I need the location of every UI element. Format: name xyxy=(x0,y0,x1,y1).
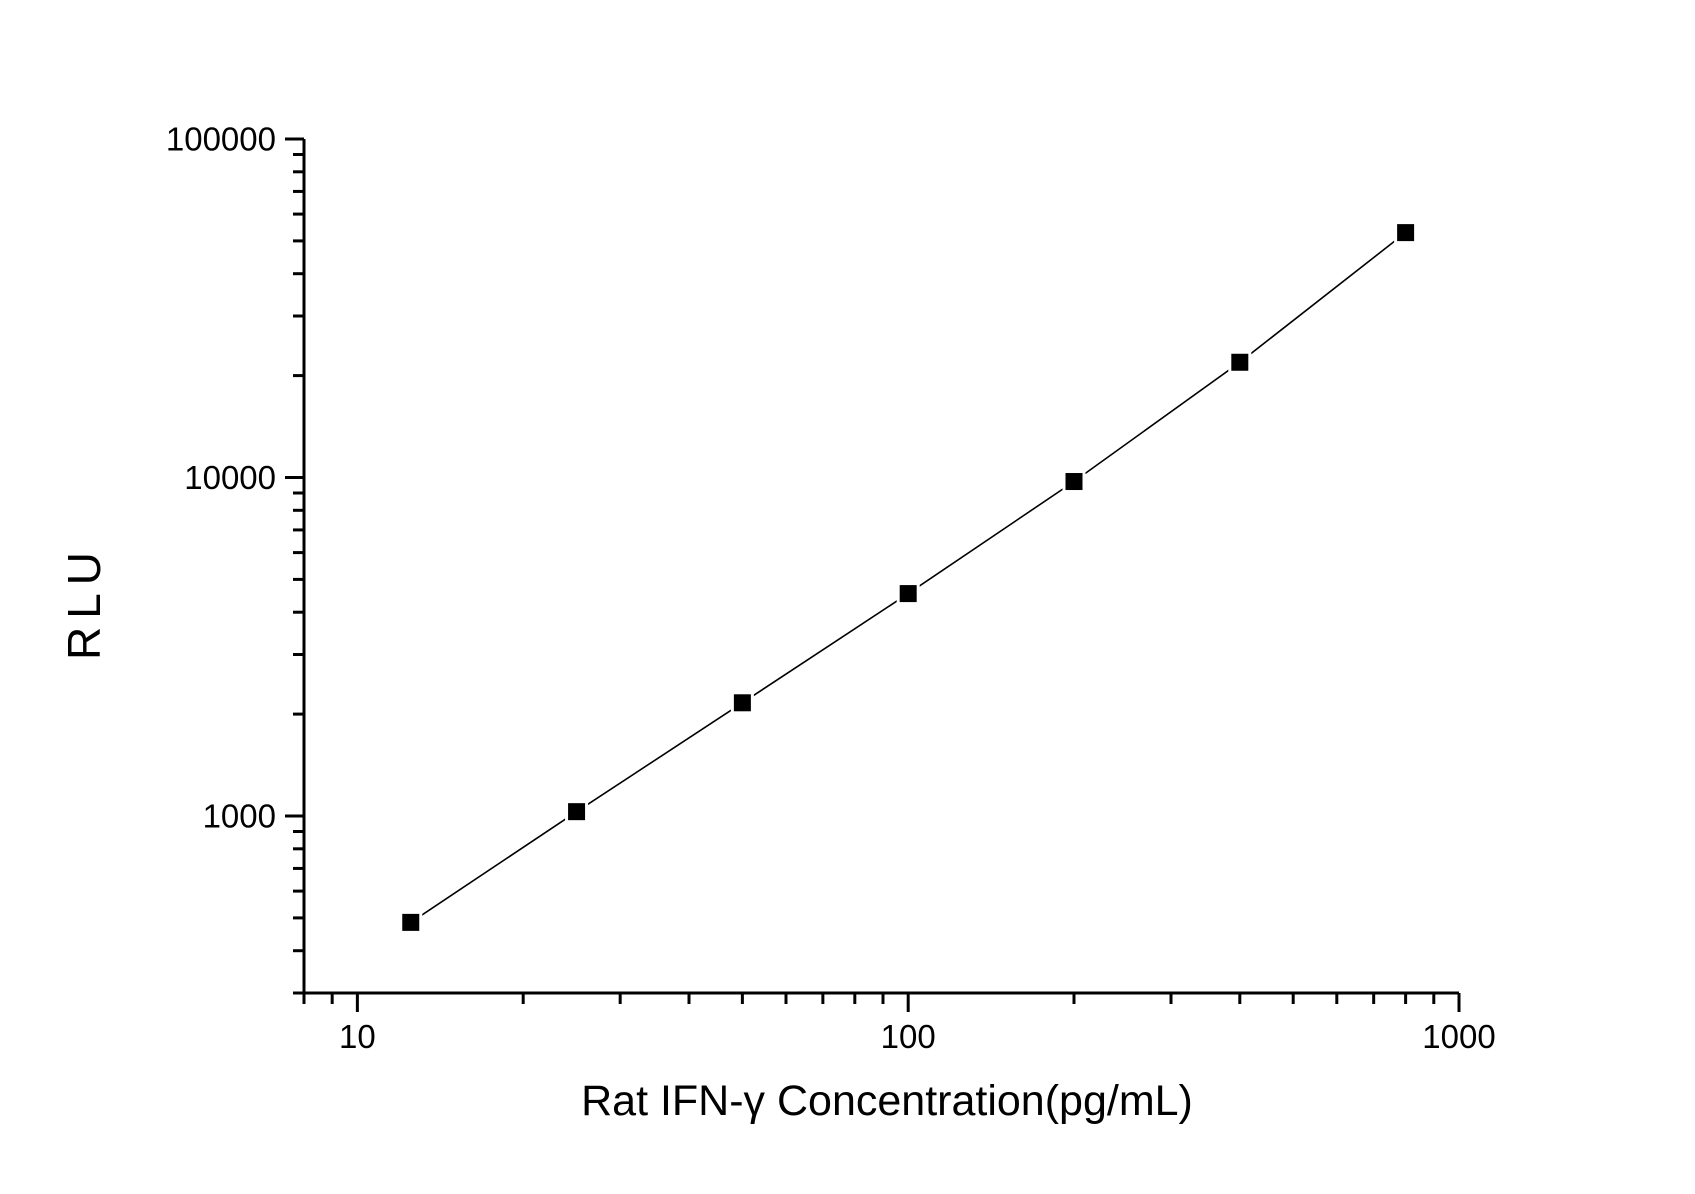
x-tick-label: 100 xyxy=(881,1018,936,1055)
y-tick-label: 1000 xyxy=(203,798,276,835)
x-axis-title: Rat IFN-γ Concentration(pg/mL) xyxy=(581,1077,1193,1125)
data-point-marker xyxy=(733,694,751,712)
data-point-marker xyxy=(899,585,917,603)
data-point-marker xyxy=(1397,224,1415,242)
y-tick-label: 100000 xyxy=(166,121,276,158)
plot-layer: 10 100 1000 1000 10000 100000 xyxy=(166,121,1496,1055)
data-point-marker xyxy=(1065,473,1083,491)
x-tick-label: 10 xyxy=(339,1018,376,1055)
y-tick-label: 10000 xyxy=(184,459,276,496)
data-point-marker xyxy=(568,803,586,821)
data-point-marker xyxy=(1231,353,1249,371)
data-point-marker xyxy=(402,913,420,931)
series-line xyxy=(410,231,1407,924)
x-tick-label: 1000 xyxy=(1422,1018,1495,1055)
y-axis-title: RLU xyxy=(58,544,110,660)
